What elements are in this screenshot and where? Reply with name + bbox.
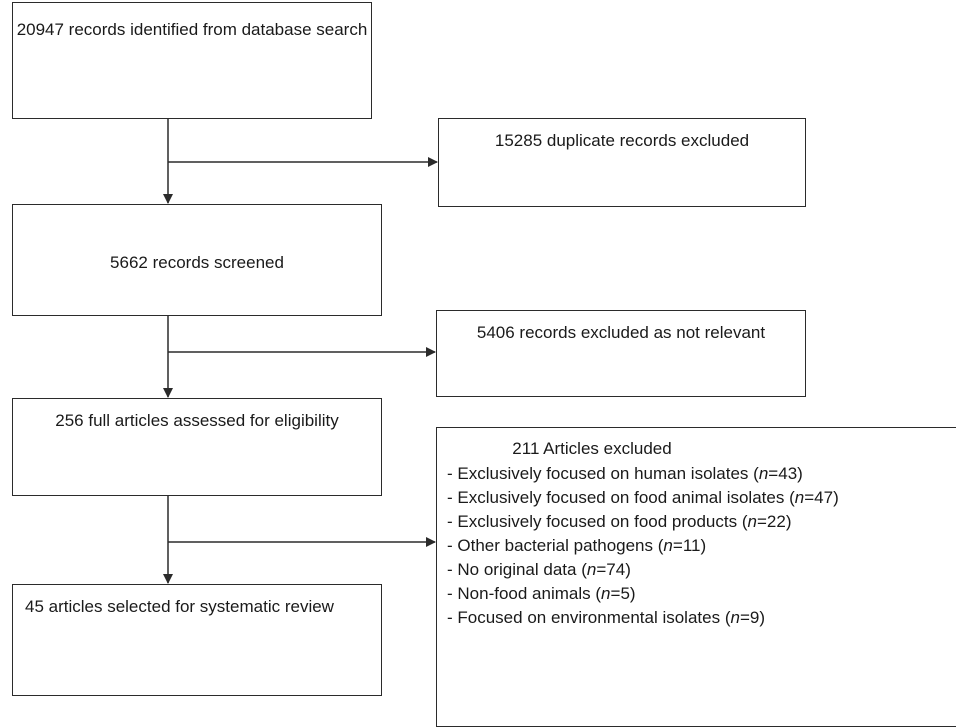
exclusion-reason: - Focused on environmental isolates (n=9…: [447, 608, 766, 627]
box-records-identified: 20947 records identified from database s…: [12, 2, 372, 119]
box-duplicates-excluded: 15285 duplicate records excluded: [438, 118, 806, 207]
not-relevant-text: 5406 records excluded as not relevant: [476, 323, 766, 342]
box-not-relevant-excluded: 5406 records excluded as not relevant: [436, 310, 806, 397]
reason-count: 43: [778, 464, 798, 483]
reason-count: 47: [814, 488, 834, 507]
exclusion-reason: - Other bacterial pathogens (n=11): [447, 536, 707, 555]
reason-text: Exclusively focused on food products: [457, 512, 738, 531]
reason-count: 5: [620, 584, 630, 603]
box-articles-selected: 45 articles selected for systematic revi…: [12, 584, 382, 696]
reason-count: 9: [749, 608, 760, 627]
articles-assessed-text: 256 full articles assessed for eligibili…: [55, 411, 339, 430]
exclusion-reason: - Non-food animals (n=5): [447, 584, 636, 603]
reason-text: Exclusively focused on human isolates: [457, 464, 749, 483]
articles-selected-text: 45 articles selected for systematic revi…: [25, 597, 334, 616]
exclusion-reason: - Exclusively focused on human isolates …: [447, 464, 803, 483]
reason-text: Non-food animals: [457, 584, 591, 603]
excluded-title: 211 Articles excluded: [512, 439, 672, 458]
exclusion-reason: - Exclusively focused on food products (…: [447, 512, 792, 531]
exclusion-reason: - No original data (n=74): [447, 560, 631, 579]
reason-count: 11: [682, 536, 701, 555]
reason-text: Focused on environmental isolates: [457, 608, 721, 627]
records-identified-text: 20947 records identified from database s…: [16, 20, 368, 39]
box-articles-assessed: 256 full articles assessed for eligibili…: [12, 398, 382, 496]
records-screened-text: 5662 records screened: [110, 253, 284, 272]
reason-text: Other bacterial pathogens: [457, 536, 654, 555]
reason-text: No original data: [457, 560, 577, 579]
reason-count: 74: [606, 560, 626, 579]
duplicates-excluded-text: 15285 duplicate records excluded: [494, 131, 750, 150]
reason-text: Exclusively focused on food animal isola…: [457, 488, 785, 507]
exclusion-reasons-list: - Exclusively focused on human isolates …: [447, 462, 956, 630]
reason-count: 22: [766, 512, 786, 531]
exclusion-reason: - Exclusively focused on food animal iso…: [447, 488, 839, 507]
box-articles-excluded: 211 Articles excluded - Exclusively focu…: [436, 427, 956, 727]
box-records-screened: 5662 records screened: [12, 204, 382, 316]
